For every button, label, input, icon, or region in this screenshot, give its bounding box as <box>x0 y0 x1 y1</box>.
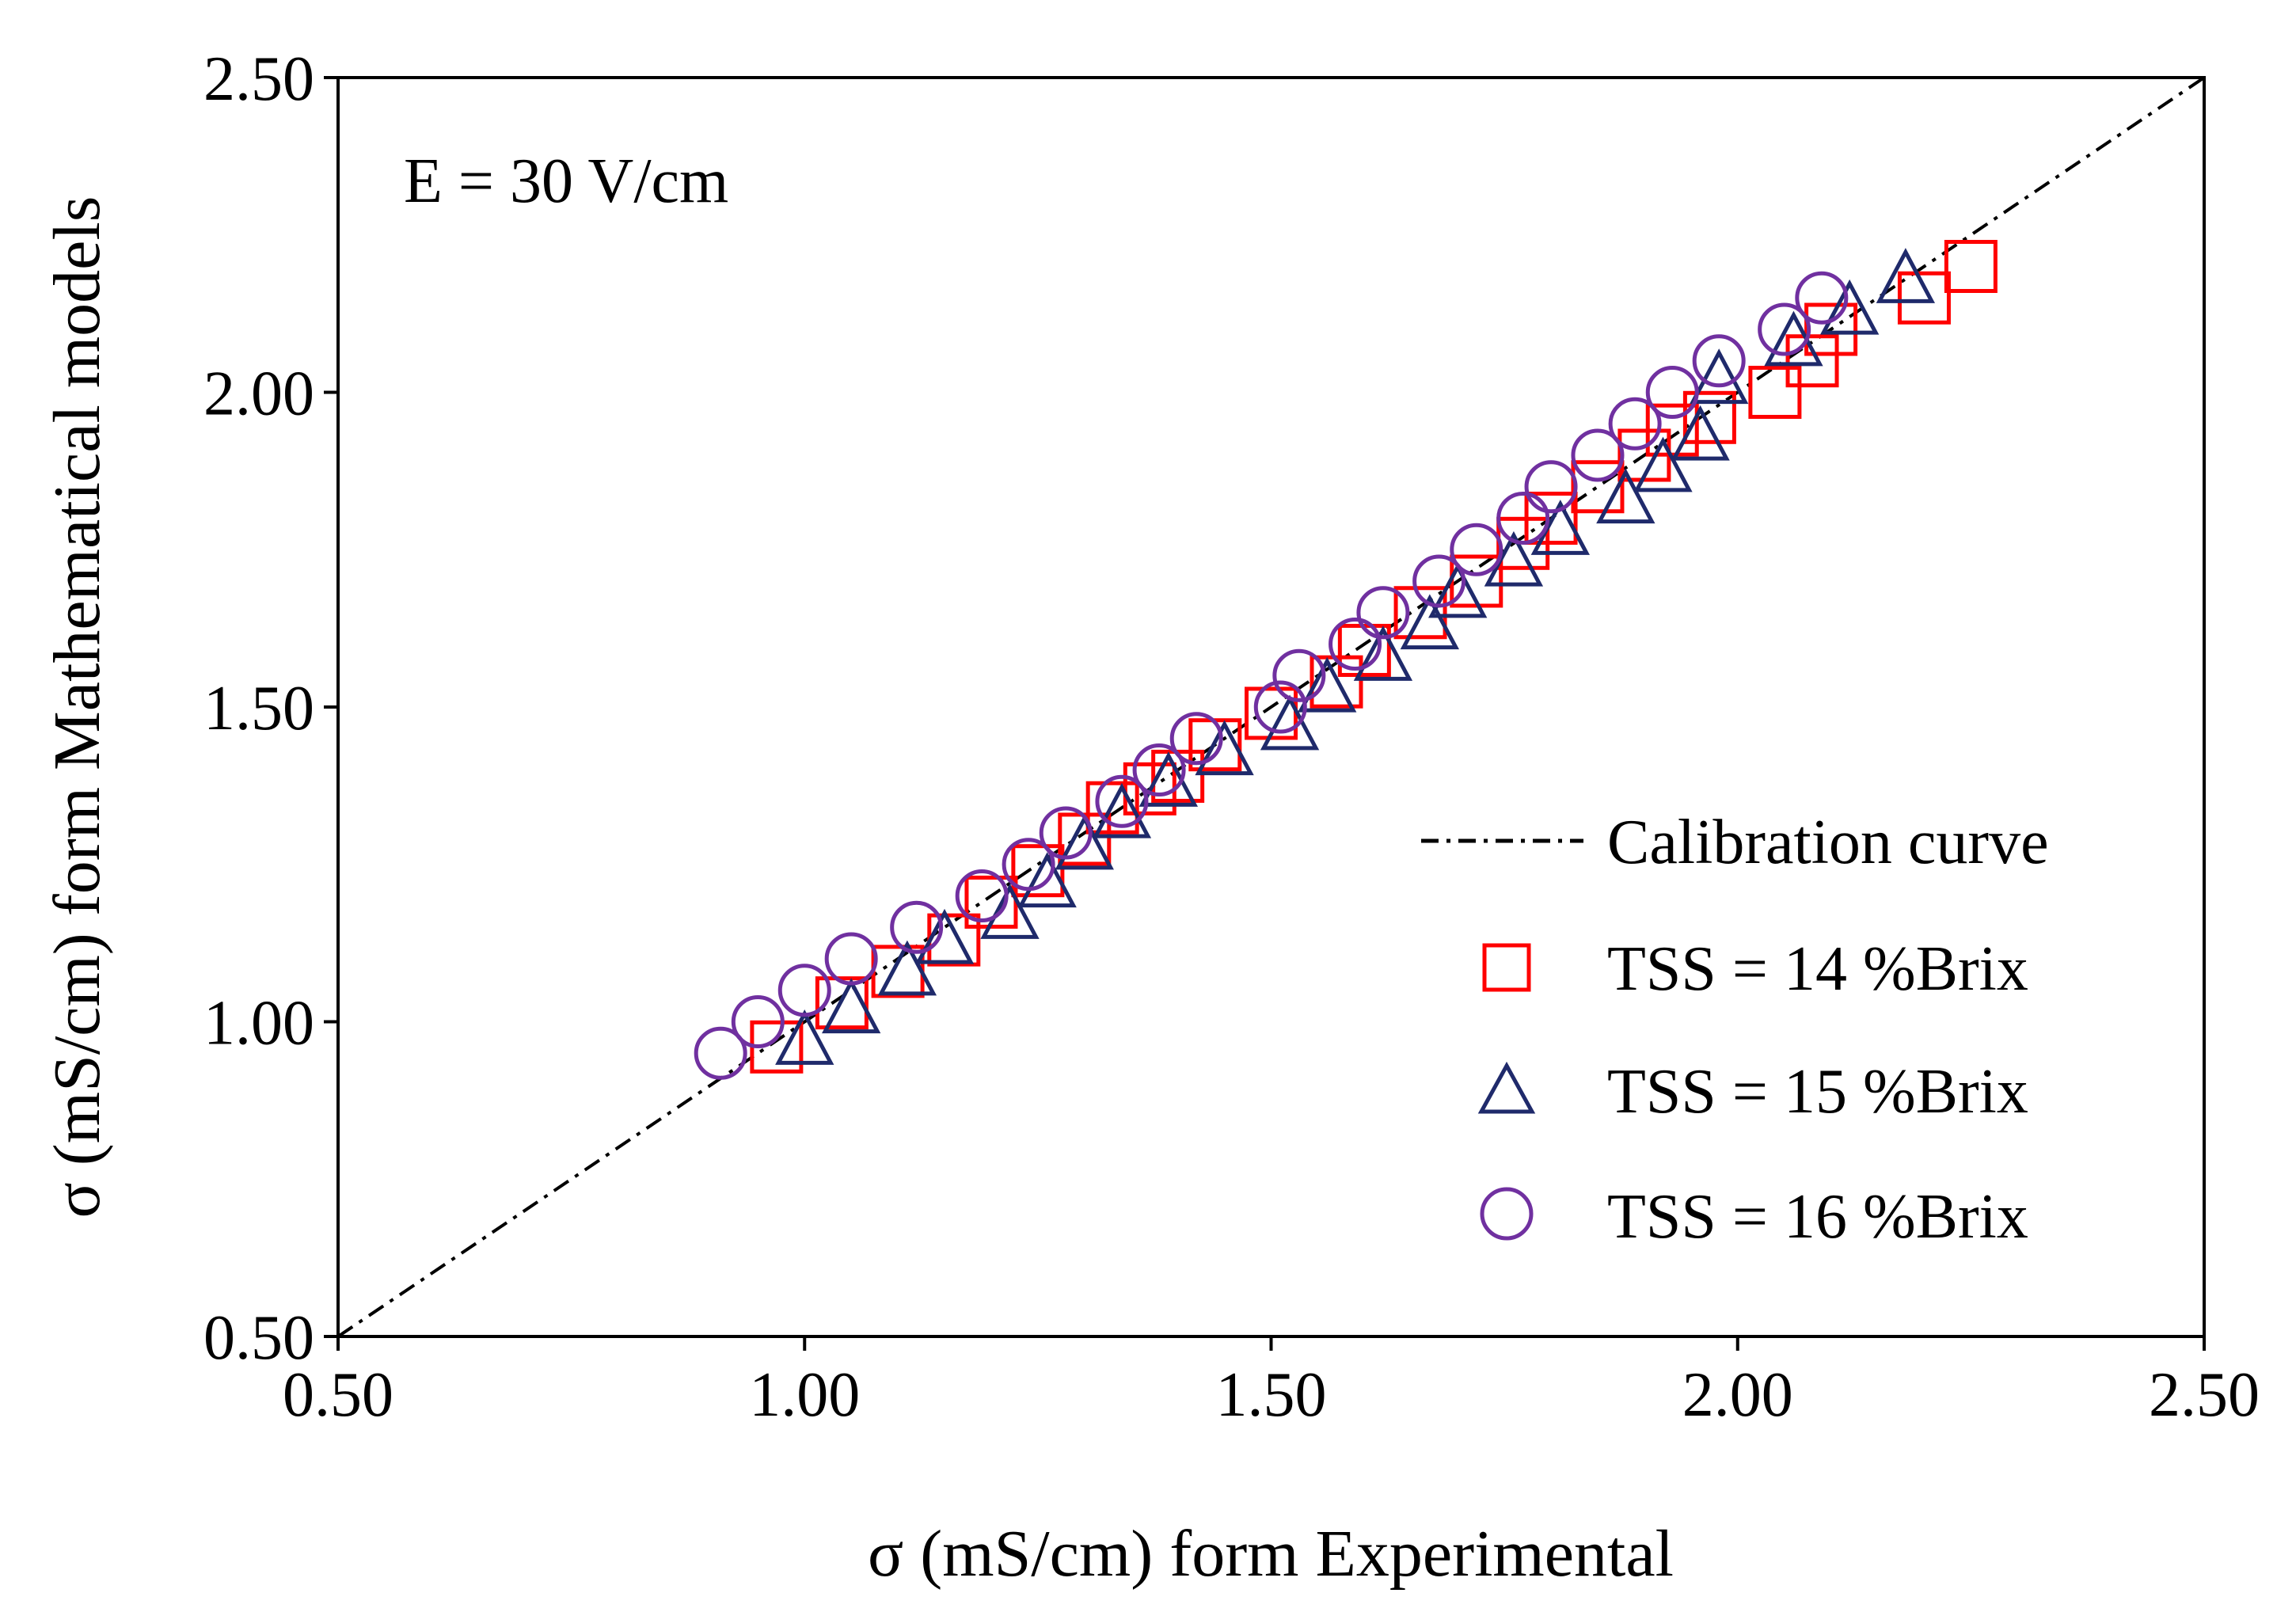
legend: Calibration curve TSS = 14 %Brix TSS = 1… <box>1421 808 2049 1252</box>
triangle-point <box>1353 625 1413 681</box>
circle-point <box>1272 648 1326 702</box>
square-point <box>1785 334 1839 388</box>
square-point <box>1748 366 1802 419</box>
circle-point <box>1329 618 1382 671</box>
circle-point <box>1002 838 1055 892</box>
data-marks-layer <box>694 240 1998 1080</box>
y-tick-label: 2.00 <box>203 359 314 429</box>
triangle-point <box>1017 852 1077 908</box>
square-point <box>815 976 869 1030</box>
square-point <box>1011 844 1065 898</box>
legend-square-marker <box>1482 943 1531 992</box>
square-point <box>1524 492 1578 545</box>
circle-point <box>1095 774 1149 828</box>
triangle-point <box>1195 720 1254 776</box>
triangle-point <box>1055 814 1114 870</box>
x-tick-label: 2.50 <box>2149 1360 2260 1430</box>
circle-point <box>1795 271 1849 325</box>
circle-point <box>694 1026 747 1080</box>
triangle-point <box>1876 248 1936 303</box>
circle-point <box>1496 492 1550 545</box>
triangle-point <box>1400 594 1460 650</box>
x-tick-label: 1.00 <box>749 1360 860 1430</box>
circle-point <box>1450 523 1503 576</box>
circle-point <box>731 995 785 1048</box>
triangle-point <box>1820 279 1880 335</box>
triangle-point <box>1633 436 1693 492</box>
y-tick-label: 2.50 <box>203 44 314 114</box>
circle-point <box>1645 366 1699 419</box>
legend-series-3-label: TSS = 16 %Brix <box>1607 1182 2028 1252</box>
x-axis-label: σ (mS/cm) form Experimental <box>868 1517 1674 1591</box>
circle-point <box>1692 334 1746 388</box>
circle-point <box>1039 806 1093 860</box>
y-axis-label: σ (mS/cm) form Mathematical models <box>40 196 114 1219</box>
circle-point <box>1412 554 1466 608</box>
square-point <box>1393 586 1447 640</box>
legend-series-1-label: TSS = 14 %Brix <box>1607 934 2028 1004</box>
circle-point <box>824 932 878 986</box>
circle-point <box>1132 743 1186 796</box>
triangle-point <box>980 884 1040 939</box>
triangle-point <box>1596 468 1655 524</box>
triangle-point <box>1092 782 1152 838</box>
circle-point <box>890 900 944 954</box>
x-tick-label: 1.50 <box>1216 1360 1327 1430</box>
circle-point <box>1524 460 1578 514</box>
triangle-point <box>822 978 881 1034</box>
y-tick-label: 1.50 <box>203 674 314 743</box>
triangle-point <box>877 940 937 996</box>
square-point <box>1682 390 1736 444</box>
circle-point <box>1571 428 1625 482</box>
triangle-point <box>1260 694 1320 751</box>
circle-point <box>955 869 1009 922</box>
calibration-curve <box>336 76 2206 1338</box>
circle-point <box>1356 586 1410 640</box>
triangle-point <box>1690 348 1749 405</box>
triangle-point <box>914 908 975 964</box>
circle-point <box>1253 680 1307 734</box>
legend-triangle-marker <box>1477 1061 1536 1114</box>
square-point <box>1571 460 1625 514</box>
y-tick-label: 0.50 <box>203 1303 314 1373</box>
legend-calibration-label: Calibration curve <box>1607 808 2049 877</box>
legend-circle-marker <box>1480 1187 1534 1241</box>
circle-point <box>1608 397 1662 451</box>
square-point <box>1085 781 1139 835</box>
triangle-point <box>775 1009 834 1065</box>
annotation-text: E = 30 V/cm <box>404 146 728 216</box>
square-point <box>1944 240 1998 293</box>
circle-point <box>777 964 831 1017</box>
square-point <box>1897 271 1951 325</box>
calibration-curve-layer <box>336 76 2206 1338</box>
triangle-point <box>1671 405 1730 461</box>
circle-point <box>1169 712 1223 766</box>
x-tick-label: 2.00 <box>1682 1360 1793 1430</box>
triangle-point <box>1428 562 1488 618</box>
axes: 0.50 1.00 1.50 2.00 2.50 0.50 1.00 1.50 2.00 2.50 <box>203 44 2260 1430</box>
legend-series-2-label: TSS = 15 %Brix <box>1607 1057 2028 1127</box>
y-tick-label: 1.00 <box>203 989 314 1059</box>
x-tick-label: 0.50 <box>283 1360 393 1430</box>
square-point <box>1804 302 1858 356</box>
triangle-point <box>1298 656 1357 713</box>
circle-point <box>1758 302 1811 356</box>
